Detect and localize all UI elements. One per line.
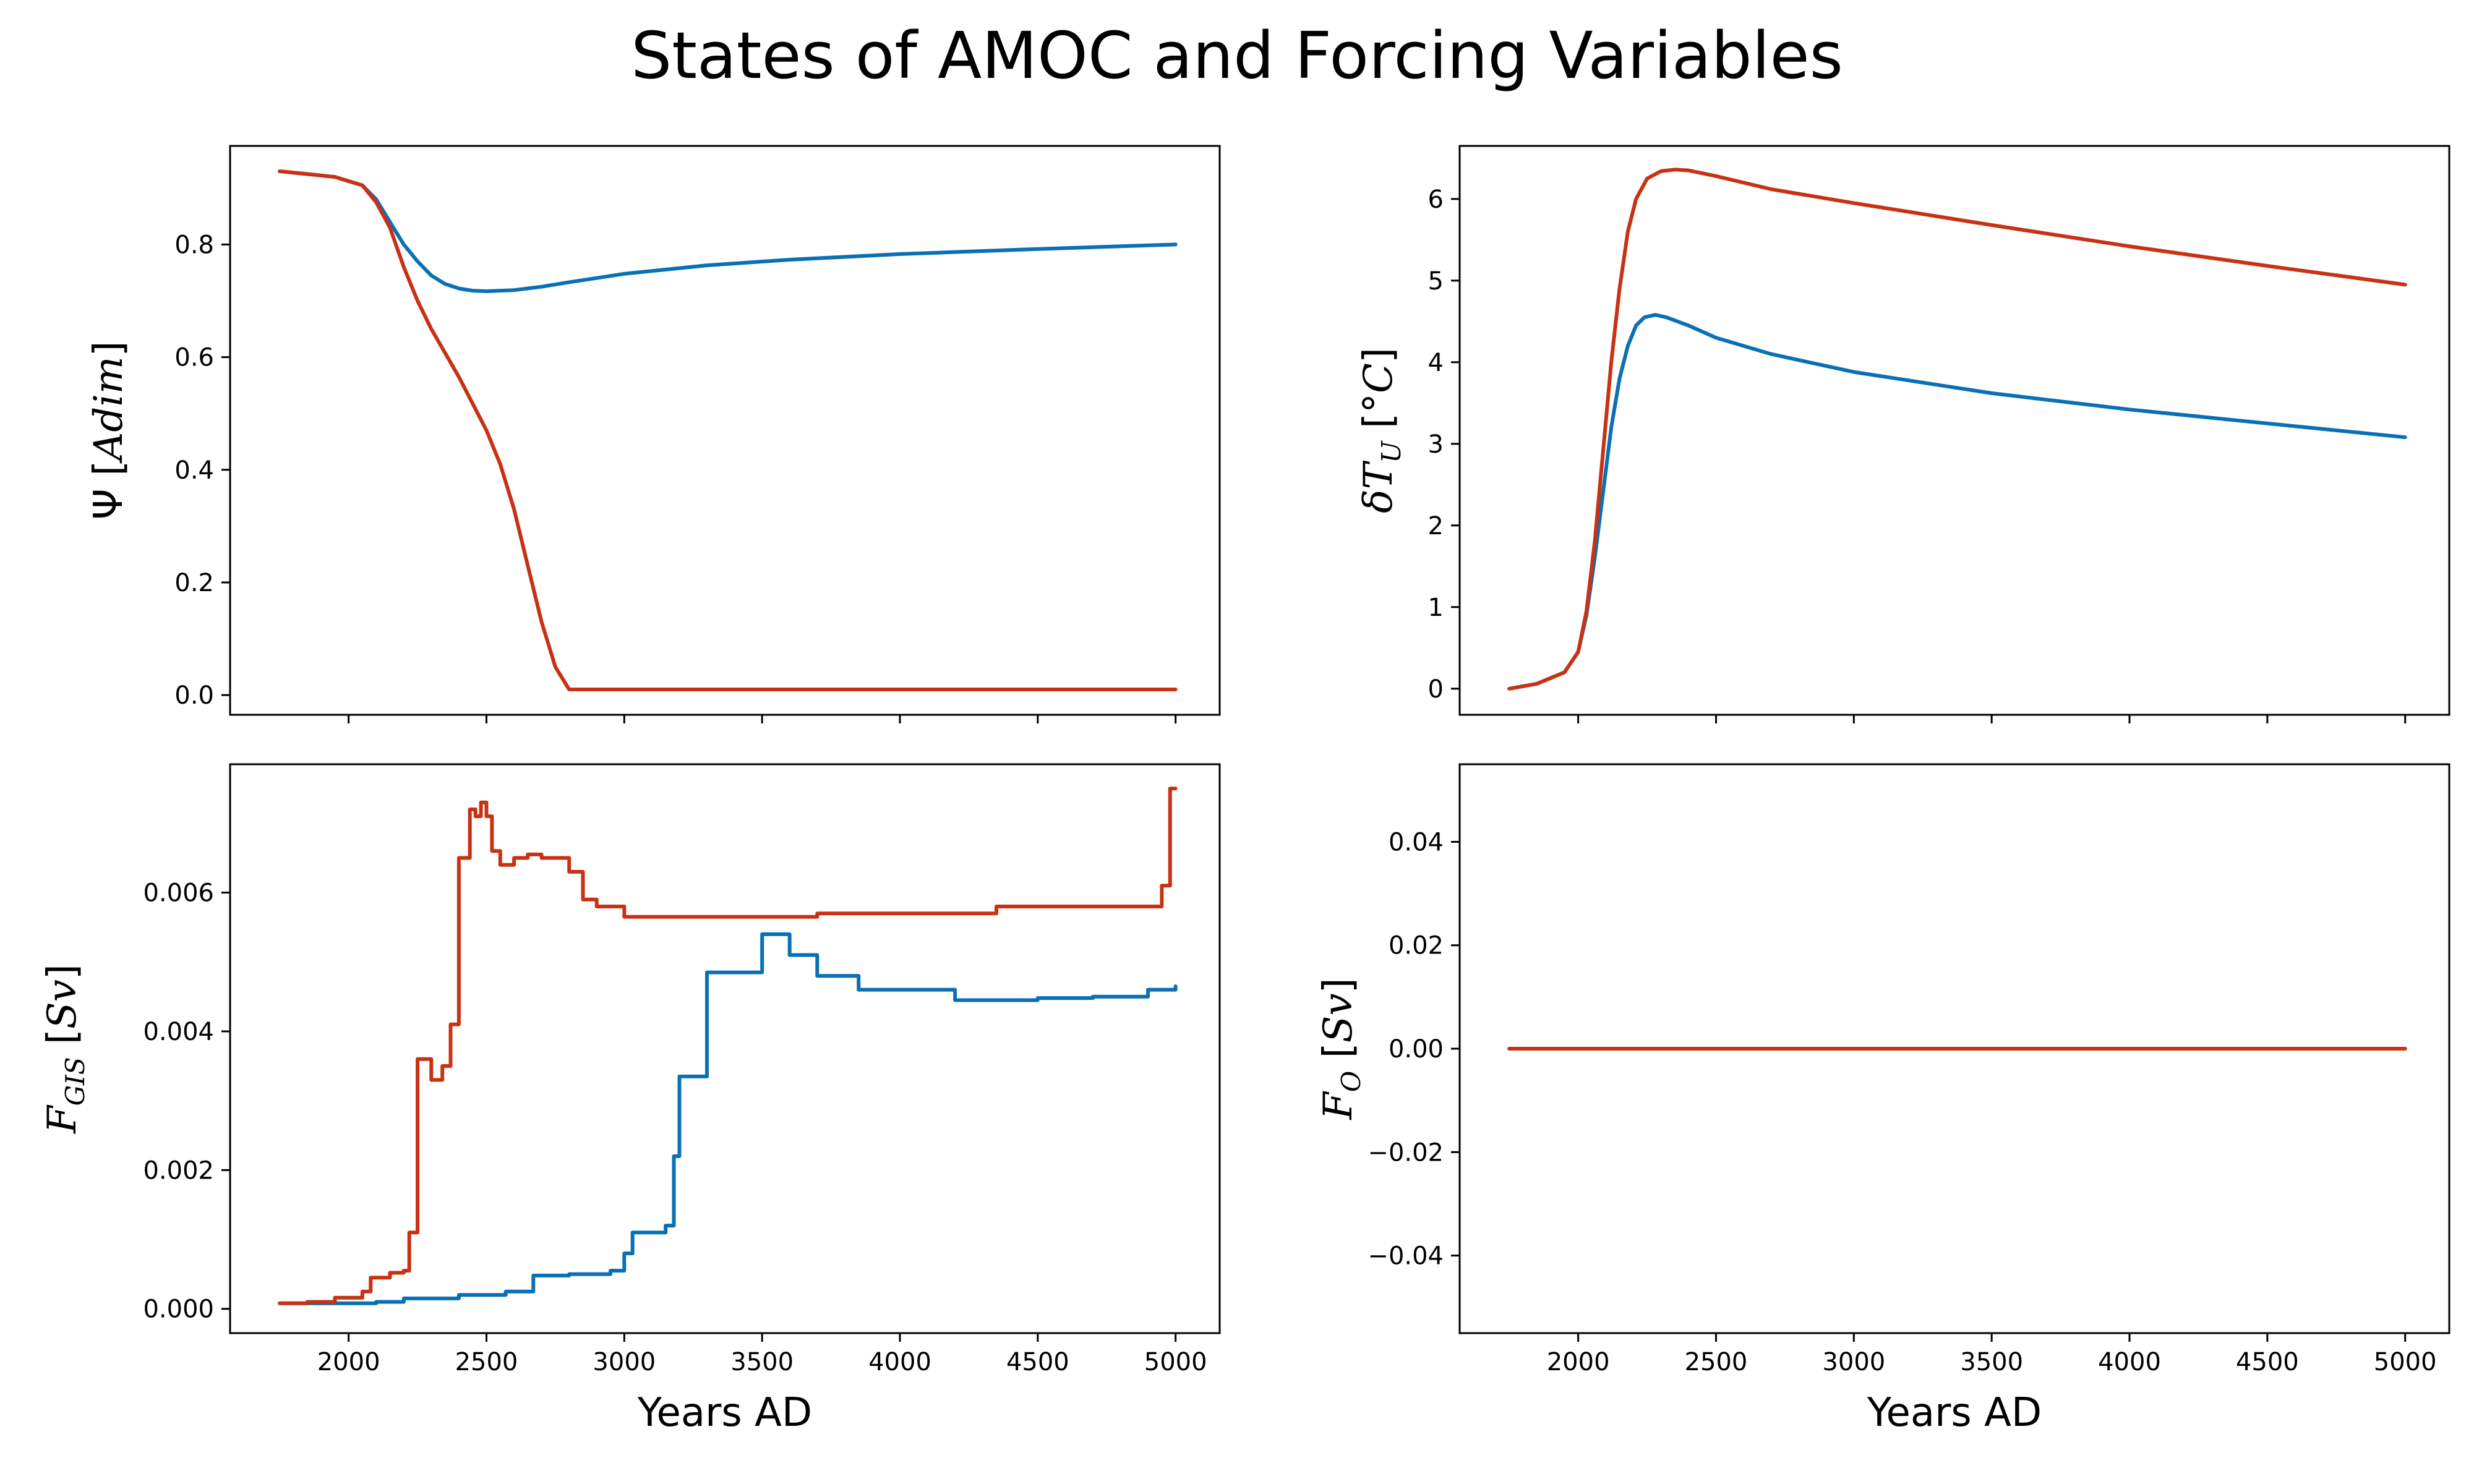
dtu-ytick-label: 5 <box>1428 267 1444 296</box>
psi-series-group <box>278 169 1178 691</box>
fgis-ytick-label: 0.006 <box>143 879 214 908</box>
panel-fgis: 2000 2500 3000 3500 4000 4500 5000 0.000 0.002 0.… <box>40 763 1221 1436</box>
fgis-xtick-label: 4000 <box>868 1348 931 1376</box>
figure-title: States of AMOC and Forcing Variables <box>631 18 1843 93</box>
dtu-ytick-label: 6 <box>1428 186 1444 214</box>
dtu-axes-frame <box>1458 145 2450 716</box>
fo-ytick-label: −0.04 <box>1368 1242 1444 1271</box>
fo-xtick-label: 3500 <box>1960 1348 2023 1376</box>
dtu-ylabel-part: T <box>1356 460 1402 489</box>
fgis-ytick-label: 0.004 <box>143 1018 214 1046</box>
fgis-axes-frame <box>229 763 1221 1334</box>
fgis-series-group <box>278 787 1178 1305</box>
dtu-ylabel: δTU [°C] <box>1356 348 1406 513</box>
dtu-series-red-line <box>1507 168 2407 691</box>
fo-xtick-label: 5000 <box>2374 1348 2437 1376</box>
dtu-ylabel-part: U <box>1376 440 1406 463</box>
dtu-ytick-label: 1 <box>1428 594 1444 622</box>
fgis-xtick-label: 2000 <box>317 1348 380 1376</box>
psi-ytick-label: 0.6 <box>174 344 214 372</box>
fo-ylabel-part: ] <box>1316 978 1361 993</box>
fgis-ylabel-part: F <box>40 1104 85 1134</box>
psi-ytick-label: 0.4 <box>174 456 214 485</box>
fgis-ylabel-part: ] <box>40 964 85 979</box>
dtu-ylabel-part: δ <box>1356 489 1402 513</box>
dtu-ylabel-part: [° <box>1356 393 1402 441</box>
dtu-ytick-label: 0 <box>1428 675 1444 704</box>
fo-ytick-label: 0.04 <box>1389 828 1444 856</box>
dtu-ylabel-part: C <box>1356 363 1402 393</box>
panel-psi: 0.0 0.2 0.4 0.6 0.8 Ψ [Adim] <box>86 145 1221 723</box>
dtu-ylabel-part: ] <box>1356 348 1402 363</box>
panel-fo: 2000 2500 3000 3500 4000 4500 5000 −0.04 −0.02 0.… <box>1316 763 2450 1436</box>
fo-xtick-label: 2000 <box>1547 1348 1610 1376</box>
psi-ytick-label: 0.8 <box>174 231 214 259</box>
psi-ytick-label: 0.2 <box>174 569 214 597</box>
fo-xtick-label: 4000 <box>2098 1348 2161 1376</box>
fgis-ylabel-part: [ <box>40 1029 85 1057</box>
fo-ytick-label: 0.02 <box>1389 932 1444 960</box>
fo-ylabel-part: Sv <box>1316 993 1361 1043</box>
fgis-xtick-label: 4500 <box>1006 1348 1069 1376</box>
psi-ylabel-part: Adim <box>86 356 132 463</box>
fgis-ylabel-part: Sv <box>40 979 85 1029</box>
fgis-xtick-label: 5000 <box>1144 1348 1207 1376</box>
dtu-ytick-label: 4 <box>1428 349 1444 377</box>
fgis-series-blue-line <box>278 932 1178 1305</box>
psi-axes-frame <box>229 145 1221 716</box>
fgis-xtick-label: 3500 <box>730 1348 794 1376</box>
psi-ylabel: Ψ [Adim] <box>86 341 132 520</box>
psi-ylabel-part: Ψ [ <box>86 461 132 520</box>
psi-series-red-line <box>278 169 1178 691</box>
panel-dtu: 0 1 2 3 4 5 6 δTU [°C] <box>1356 145 2450 723</box>
fo-ylabel-part: O <box>1336 1071 1366 1092</box>
fo-ytick-label: 0.00 <box>1389 1035 1444 1064</box>
psi-ytick-label: 0.0 <box>174 681 214 710</box>
dtu-series-blue-line <box>1507 313 2407 691</box>
fo-ylabel-part: F <box>1316 1091 1361 1120</box>
fgis-ytick-label: 0.002 <box>143 1156 214 1185</box>
fo-xtick-label: 2500 <box>1685 1348 1748 1376</box>
psi-ylabel-part: ] <box>86 341 132 357</box>
fgis-series-red-line <box>278 787 1178 1305</box>
fgis-ylabel: FGIS [Sv] <box>40 964 90 1134</box>
dtu-ytick-label: 2 <box>1428 512 1444 540</box>
fo-ytick-label: −0.02 <box>1368 1138 1444 1167</box>
fo-xlabel: Years AD <box>1867 1390 2042 1436</box>
fgis-ytick-label: 0.000 <box>143 1295 214 1324</box>
fo-ylabel-part: [ <box>1316 1043 1361 1070</box>
fgis-xlabel: Years AD <box>637 1390 812 1436</box>
fgis-xtick-label: 2500 <box>455 1348 518 1376</box>
dtu-ytick-label: 3 <box>1428 430 1444 459</box>
dtu-series-group <box>1507 168 2407 691</box>
fgis-xtick-label: 3000 <box>593 1348 656 1376</box>
psi-series-blue-line <box>278 169 1178 293</box>
fo-ylabel: FO [Sv] <box>1316 978 1366 1120</box>
fo-xtick-label: 3000 <box>1822 1348 1885 1376</box>
fgis-ylabel-part: GIS <box>60 1057 90 1106</box>
fo-xtick-label: 4500 <box>2236 1348 2299 1376</box>
